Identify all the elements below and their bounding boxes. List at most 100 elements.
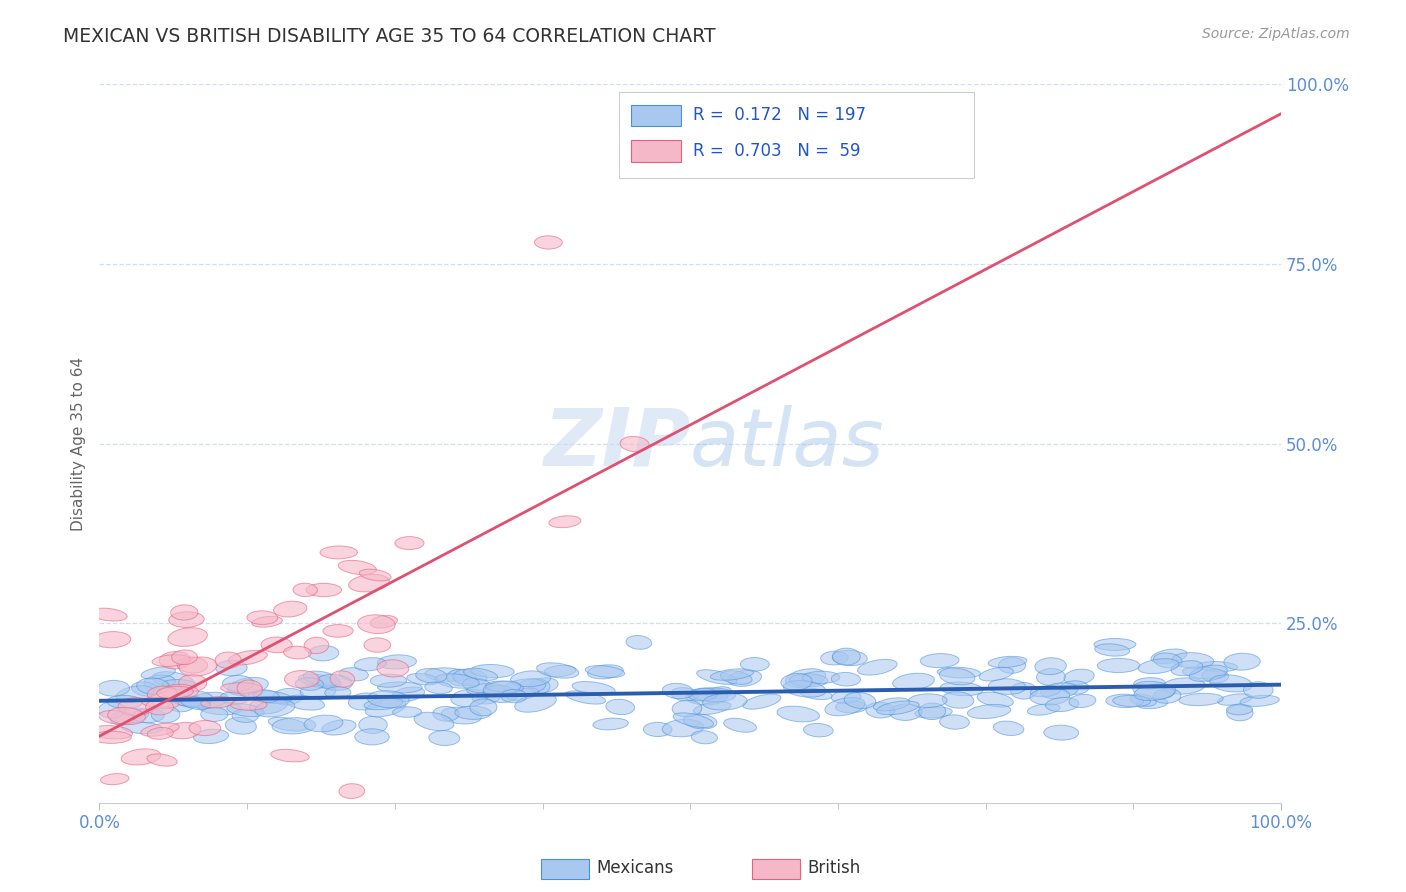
- Ellipse shape: [662, 683, 693, 698]
- Ellipse shape: [1036, 668, 1066, 686]
- Ellipse shape: [447, 669, 477, 686]
- Ellipse shape: [858, 659, 897, 675]
- Ellipse shape: [357, 615, 395, 633]
- Ellipse shape: [174, 696, 211, 707]
- Ellipse shape: [436, 673, 479, 689]
- Ellipse shape: [97, 681, 129, 696]
- Ellipse shape: [1112, 696, 1150, 706]
- Ellipse shape: [354, 729, 389, 745]
- Ellipse shape: [425, 668, 470, 681]
- Ellipse shape: [108, 707, 145, 724]
- Ellipse shape: [693, 702, 731, 714]
- Ellipse shape: [228, 677, 269, 696]
- Ellipse shape: [308, 646, 339, 661]
- Ellipse shape: [503, 679, 546, 695]
- Ellipse shape: [742, 694, 780, 709]
- Ellipse shape: [942, 691, 974, 708]
- Ellipse shape: [908, 694, 948, 707]
- Ellipse shape: [724, 718, 756, 732]
- Ellipse shape: [194, 730, 229, 744]
- Ellipse shape: [534, 235, 562, 249]
- Ellipse shape: [370, 615, 398, 628]
- Ellipse shape: [1223, 653, 1260, 670]
- Ellipse shape: [197, 700, 242, 714]
- Ellipse shape: [1226, 704, 1253, 714]
- Ellipse shape: [152, 706, 180, 723]
- Ellipse shape: [1046, 698, 1078, 712]
- Ellipse shape: [170, 605, 198, 620]
- Ellipse shape: [162, 680, 197, 690]
- Ellipse shape: [998, 657, 1025, 673]
- Ellipse shape: [148, 686, 177, 702]
- Ellipse shape: [1182, 666, 1226, 679]
- Ellipse shape: [1243, 681, 1272, 698]
- Ellipse shape: [915, 707, 952, 718]
- Ellipse shape: [544, 665, 576, 677]
- Ellipse shape: [366, 698, 406, 717]
- Ellipse shape: [307, 583, 342, 597]
- Ellipse shape: [254, 699, 295, 717]
- Ellipse shape: [269, 717, 308, 731]
- Ellipse shape: [939, 668, 974, 685]
- Ellipse shape: [467, 683, 505, 695]
- Ellipse shape: [1202, 669, 1229, 683]
- Ellipse shape: [728, 670, 762, 686]
- Ellipse shape: [271, 749, 309, 762]
- Ellipse shape: [686, 689, 728, 705]
- Ellipse shape: [226, 704, 264, 716]
- Ellipse shape: [696, 670, 737, 684]
- Ellipse shape: [692, 731, 717, 744]
- Text: R =  0.703   N =  59: R = 0.703 N = 59: [693, 142, 860, 160]
- Ellipse shape: [988, 657, 1026, 667]
- Ellipse shape: [1133, 678, 1166, 690]
- Ellipse shape: [141, 723, 179, 736]
- Ellipse shape: [1226, 705, 1253, 721]
- Ellipse shape: [433, 706, 460, 721]
- Ellipse shape: [484, 685, 517, 703]
- Ellipse shape: [671, 688, 699, 701]
- Ellipse shape: [231, 699, 267, 710]
- Ellipse shape: [1028, 704, 1060, 715]
- Ellipse shape: [832, 650, 868, 665]
- Ellipse shape: [1040, 683, 1078, 698]
- Ellipse shape: [416, 668, 447, 683]
- Ellipse shape: [238, 680, 263, 698]
- Text: MEXICAN VS BRITISH DISABILITY AGE 35 TO 64 CORRELATION CHART: MEXICAN VS BRITISH DISABILITY AGE 35 TO …: [63, 27, 716, 45]
- Ellipse shape: [537, 663, 579, 678]
- Ellipse shape: [866, 702, 894, 718]
- Ellipse shape: [890, 704, 922, 721]
- Ellipse shape: [177, 657, 208, 673]
- Ellipse shape: [406, 673, 439, 685]
- Ellipse shape: [936, 667, 980, 678]
- Ellipse shape: [253, 690, 280, 703]
- Ellipse shape: [298, 674, 342, 688]
- Ellipse shape: [121, 749, 160, 765]
- Text: R =  0.172   N = 197: R = 0.172 N = 197: [693, 105, 866, 124]
- Ellipse shape: [367, 690, 409, 707]
- Ellipse shape: [710, 669, 754, 681]
- Ellipse shape: [339, 560, 377, 574]
- Ellipse shape: [565, 691, 606, 704]
- Text: Source: ZipAtlas.com: Source: ZipAtlas.com: [1202, 27, 1350, 41]
- FancyBboxPatch shape: [619, 92, 974, 178]
- Ellipse shape: [304, 715, 343, 731]
- FancyBboxPatch shape: [631, 104, 681, 126]
- Ellipse shape: [464, 668, 498, 681]
- Ellipse shape: [148, 728, 173, 739]
- Ellipse shape: [221, 682, 262, 693]
- Ellipse shape: [274, 601, 307, 617]
- Ellipse shape: [979, 667, 1014, 681]
- Ellipse shape: [1240, 696, 1279, 706]
- Ellipse shape: [673, 713, 713, 728]
- Ellipse shape: [515, 694, 557, 712]
- Ellipse shape: [1137, 658, 1180, 673]
- Ellipse shape: [339, 784, 364, 798]
- Ellipse shape: [800, 689, 832, 699]
- Ellipse shape: [370, 674, 406, 687]
- Ellipse shape: [131, 681, 160, 697]
- Text: British: British: [807, 859, 860, 877]
- Ellipse shape: [741, 657, 769, 671]
- Ellipse shape: [159, 651, 191, 669]
- Ellipse shape: [364, 698, 402, 710]
- Ellipse shape: [169, 612, 204, 627]
